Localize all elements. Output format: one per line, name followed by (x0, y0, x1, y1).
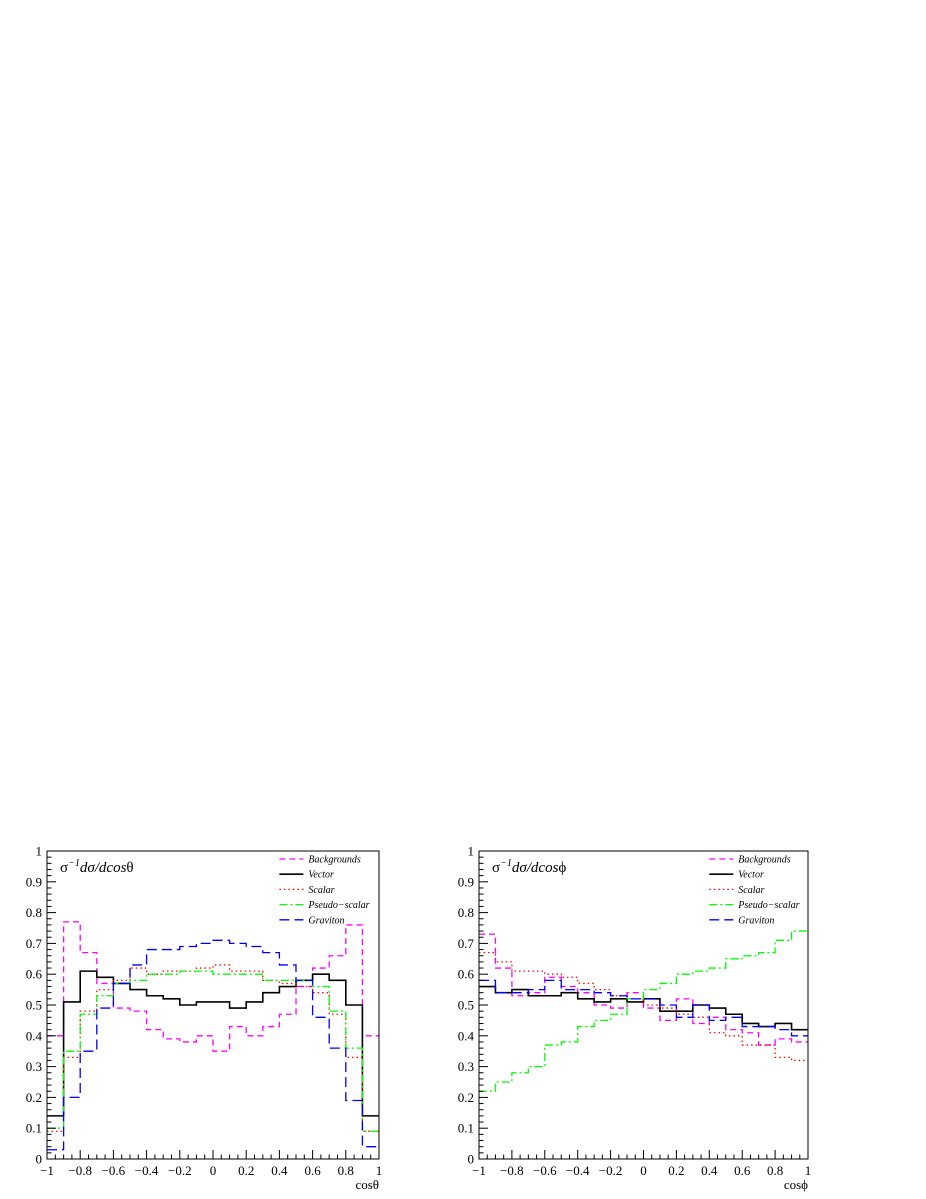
x-axis-title: cosϕ (784, 1177, 808, 1192)
y-axis: 0 0.1 0.2 0.3 0.4 0.5 0.6 0.7 0.8 0.9 1 (458, 844, 488, 1167)
series-pseudo-scalar (47, 970, 379, 1132)
title-superscript: −1 (68, 858, 80, 869)
series-vector (47, 970, 379, 1117)
y-tick-label: 0.7 (458, 936, 475, 951)
y-tick-label: 0.7 (26, 936, 43, 951)
series-graviton (47, 939, 379, 1151)
x-tick-label: 0.6 (734, 1163, 751, 1178)
y-tick-label: 0.2 (26, 1090, 42, 1105)
y-tick-label: 0.4 (458, 1028, 475, 1043)
legend-label: Pseudo−scalar (737, 900, 799, 911)
series-scalar (47, 964, 379, 1132)
series-line (479, 933, 808, 1046)
y-axis: 0 0.1 0.2 0.3 0.4 0.5 0.6 0.7 0.8 0.9 1 (26, 844, 56, 1167)
x-tick-label: 0 (640, 1163, 647, 1178)
series-line (47, 970, 379, 1132)
legend-label: Backgrounds (308, 855, 361, 866)
x-tick-label: −1 (472, 1163, 486, 1178)
x-axis: −1 −0.8 −0.6 −0.4 −0.2 0 0.2 0.4 0.6 0.8 1 (40, 1150, 382, 1178)
x-tick-label: 1 (805, 1163, 812, 1178)
y-tick-label: 0.3 (458, 1059, 474, 1074)
y-tick-label: 0.1 (458, 1121, 474, 1136)
series-line (47, 964, 379, 1132)
y-tick-label: 1 (468, 844, 475, 859)
x-tick-label: 0.2 (238, 1163, 254, 1178)
legend: Backgrounds Vector Scalar Pseudo−scalar Grav… (709, 855, 800, 926)
x-axis: −1 −0.8 −0.6 −0.4 −0.2 0 0.2 0.4 0.6 0.8 1 (472, 1150, 811, 1178)
title-variable: ϕ (558, 860, 566, 876)
x-tick-label: −0.4 (566, 1163, 590, 1178)
title-middle: dσ/dcos (512, 860, 559, 876)
y-tick-label: 0.5 (458, 998, 474, 1013)
legend: Backgrounds Vector Scalar Pseudo−scalar Grav… (279, 855, 370, 926)
series-line (47, 939, 379, 1151)
chart-panel-1: 00.10.20.30.40.50.60.70.80.91−1 −0.8 −0.6−… (26, 844, 383, 1193)
legend-label: Scalar (308, 885, 334, 896)
series-line (47, 970, 379, 1117)
x-tick-label: −1 (40, 1163, 54, 1178)
chart-title: σ−1dσ/dcosθ (60, 858, 134, 876)
legend-label: Scalar (738, 885, 764, 896)
series-line (47, 921, 379, 1052)
legend-label: Vector (738, 870, 764, 881)
x-tick-label: −0.2 (599, 1163, 623, 1178)
x-tick-label: −0.2 (168, 1163, 192, 1178)
x-tick-label: 0.8 (767, 1163, 783, 1178)
x-tick-label: 0 (210, 1163, 217, 1178)
x-tick-label: 0.4 (271, 1163, 288, 1178)
chart-panel-2: 00.10.20.30.40.50.60.70.80.91−1 −0.8 −0.6−… (458, 844, 812, 1193)
y-tick-label: 0.8 (26, 905, 42, 920)
legend-label: Vector (308, 870, 334, 881)
legend-label: Backgrounds (738, 855, 791, 866)
x-tick-label: −0.8 (68, 1163, 92, 1178)
title-variable: θ (126, 860, 133, 876)
title-sigma: σ (492, 860, 500, 876)
y-tick-label: 0 (468, 1152, 475, 1167)
title-sigma: σ (60, 860, 68, 876)
y-tick-label: 1 (36, 844, 43, 859)
series-line (479, 930, 808, 1092)
y-tick-label: 0 (36, 1152, 43, 1167)
y-tick-label: 0.6 (458, 967, 475, 982)
y-tick-label: 0.8 (458, 905, 474, 920)
x-tick-label: −0.8 (500, 1163, 524, 1178)
title-superscript: −1 (500, 858, 512, 869)
x-axis-title: cosθ (355, 1177, 379, 1192)
x-tick-label: 0.4 (701, 1163, 718, 1178)
legend-label: Graviton (738, 915, 774, 926)
y-tick-label: 0.9 (26, 874, 42, 889)
y-tick-label: 0.2 (458, 1090, 474, 1105)
y-tick-label: 0.4 (26, 1028, 43, 1043)
series-pseudo-scalar (479, 930, 808, 1092)
series-graviton (479, 979, 808, 1037)
series-backgrounds (47, 921, 379, 1052)
x-tick-label: 1 (376, 1163, 383, 1178)
y-tick-label: 0.6 (26, 967, 43, 982)
x-tick-label: 0.2 (668, 1163, 684, 1178)
series-backgrounds (479, 933, 808, 1046)
x-tick-label: 0.8 (338, 1163, 354, 1178)
x-tick-label: −0.4 (135, 1163, 159, 1178)
x-tick-label: −0.6 (102, 1163, 126, 1178)
title-middle: dσ/dcos (80, 860, 127, 876)
legend-label: Pseudo−scalar (307, 900, 369, 911)
x-tick-label: −0.6 (533, 1163, 557, 1178)
y-tick-label: 0.5 (26, 998, 42, 1013)
y-tick-label: 0.9 (458, 874, 474, 889)
y-tick-label: 0.3 (26, 1059, 42, 1074)
series-line (479, 979, 808, 1037)
x-tick-label: 0.6 (304, 1163, 321, 1178)
chart-title: σ−1dσ/dcosϕ (492, 858, 566, 876)
y-tick-label: 0.1 (26, 1121, 42, 1136)
legend-label: Graviton (308, 915, 344, 926)
